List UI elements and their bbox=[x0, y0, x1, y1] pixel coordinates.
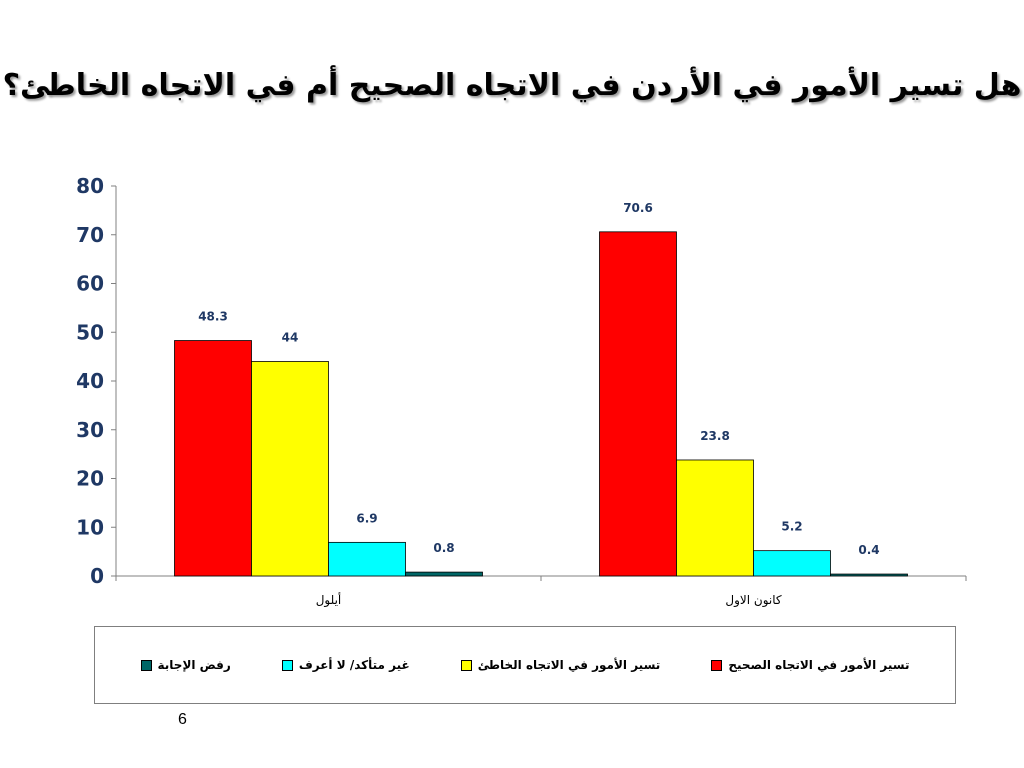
bar bbox=[405, 571, 483, 577]
legend-entry: رفض الإجابة bbox=[140, 658, 231, 672]
data-label: 70.6 bbox=[623, 201, 653, 215]
data-label: 5.2 bbox=[781, 520, 802, 534]
slide-title: هل تسير الأمور في الأردن في الاتجاه الصح… bbox=[2, 68, 1022, 103]
legend-swatch bbox=[460, 659, 472, 671]
page-number: 6 bbox=[178, 711, 187, 728]
legend-swatch bbox=[281, 659, 293, 671]
legend-label: تسير الأمور في الاتجاه الصحيح bbox=[728, 658, 910, 672]
y-tick-label: 50 bbox=[76, 320, 104, 344]
bar bbox=[830, 573, 908, 577]
y-tick-label: 20 bbox=[76, 467, 104, 491]
chart-legend: تسير الأمور في الاتجاه الصحيح تسير الأمور… bbox=[94, 626, 956, 704]
bar-chart: 0 10 20 30 40 50 60 70 80 48.3 44 6.9 0.8 أيلول 70.6 23… bbox=[76, 174, 967, 608]
legend-entry: غير متأكد/ لا أعرف bbox=[281, 658, 410, 672]
data-label: 0.4 bbox=[858, 543, 879, 557]
y-tick-label: 70 bbox=[76, 223, 104, 247]
legend-entry: تسير الأمور في الاتجاه الخاطئ bbox=[460, 658, 661, 672]
x-tick-label: أيلول bbox=[316, 592, 342, 608]
y-tick-label: 80 bbox=[76, 174, 104, 198]
legend-swatch bbox=[140, 659, 152, 671]
y-tick-label: 30 bbox=[76, 418, 104, 442]
y-tick-label: 60 bbox=[76, 272, 104, 296]
y-tick-label: 10 bbox=[76, 515, 104, 539]
data-label: 48.3 bbox=[198, 310, 228, 324]
bar bbox=[328, 541, 406, 577]
x-tick-label: كانون الاول bbox=[725, 593, 782, 608]
data-label: 6.9 bbox=[356, 511, 377, 525]
y-tick-label: 0 bbox=[90, 564, 104, 588]
bar bbox=[251, 361, 329, 577]
data-label: 44 bbox=[282, 331, 299, 345]
bar bbox=[174, 340, 252, 577]
legend-swatch bbox=[711, 659, 723, 671]
bar bbox=[753, 550, 831, 577]
legend-label: تسير الأمور في الاتجاه الخاطئ bbox=[477, 658, 661, 672]
y-tick-label: 40 bbox=[76, 369, 104, 393]
data-label: 0.8 bbox=[433, 541, 454, 555]
legend-label: غير متأكد/ لا أعرف bbox=[298, 658, 410, 672]
legend-entry: تسير الأمور في الاتجاه الصحيح bbox=[711, 658, 909, 672]
legend-label: رفض الإجابة bbox=[157, 658, 231, 672]
bar bbox=[599, 231, 677, 577]
data-label: 23.8 bbox=[700, 429, 730, 443]
bar bbox=[676, 459, 754, 577]
